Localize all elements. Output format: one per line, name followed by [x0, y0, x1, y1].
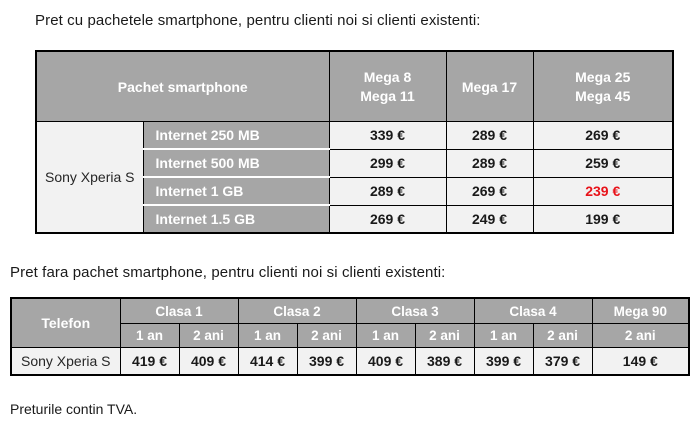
internet-package-cell: Internet 250 MB [142, 121, 330, 150]
table2-header-row-groups: Telefon Clasa 1 Clasa 2 Clasa 3 Clasa 4 … [10, 297, 690, 348]
price-cell: 289 € [328, 176, 447, 206]
table-row: Internet 500 MB 299 € 289 € 259 € [36, 148, 674, 178]
clasa4-group-header: Clasa 4 [473, 297, 593, 324]
price-cell: 379 € [532, 347, 593, 376]
package-column-header: Pachet smartphone [35, 50, 330, 122]
clasa2-group-header: Clasa 2 [237, 297, 357, 324]
price-cell: 289 € [445, 148, 534, 178]
price-cell: 419 € [119, 347, 180, 376]
price-cell: 269 € [532, 121, 674, 150]
telefon-column-header: Telefon [10, 297, 121, 348]
price-cell: 269 € [445, 176, 534, 206]
table-row: Internet 1 GB 289 € 269 € 239 € [36, 176, 674, 206]
term-header: 2 ani [296, 323, 357, 348]
no-package-price-table: Telefon Clasa 1 Clasa 2 Clasa 3 Clasa 4 … [10, 297, 691, 376]
smartphone-package-price-table: Pachet smartphone Mega 8 Mega 11 Mega 17… [35, 50, 674, 234]
vat-footnote: Preturile contin TVA. [10, 401, 138, 417]
phone-name-cell: Sony Xperia S [35, 121, 144, 234]
clasa1-group-header: Clasa 1 [119, 297, 239, 324]
table2-header-row-terms: 1 an 2 ani 1 an 2 ani 1 an 2 ani 1 an 2 … [11, 323, 690, 348]
phone-name-cell: Sony Xperia S [10, 347, 121, 376]
internet-package-cell: Internet 500 MB [142, 148, 330, 178]
mega17-column-header: Mega 17 [445, 50, 534, 122]
price-cell: 199 € [532, 204, 674, 234]
mega25-45-column-header: Mega 25 Mega 45 [532, 50, 674, 122]
term-header: 1 an [237, 323, 298, 348]
price-cell: 389 € [414, 347, 475, 376]
term-header: 2 ani [532, 323, 593, 348]
section-title-without-package: Pret fara pachet smartphone, pentru clie… [10, 264, 446, 281]
table-row: Sony Xperia S 419 € 409 € 414 € 399 € 40… [10, 347, 690, 376]
clasa3-group-header: Clasa 3 [355, 297, 475, 324]
price-cell: 249 € [445, 204, 534, 234]
price-cell: 259 € [532, 148, 674, 178]
section-title-with-package: Pret cu pachetele smartphone, pentru cli… [35, 12, 481, 29]
table-row: Internet 1.5 GB 269 € 249 € 199 € [36, 204, 674, 234]
table1-header-row: Pachet smartphone Mega 8 Mega 11 Mega 17… [35, 50, 674, 122]
price-cell: 299 € [328, 148, 447, 178]
price-cell: 289 € [445, 121, 534, 150]
term-header: 1 an [119, 323, 180, 348]
promo-price-cell: 239 € [532, 176, 674, 206]
table-row: Sony Xperia S Internet 250 MB 339 € 289 … [35, 121, 674, 234]
price-cell: 149 € [591, 347, 690, 376]
term-header: 2 ani [178, 323, 239, 348]
internet-package-cell: Internet 1 GB [142, 176, 330, 206]
pricing-page: Pret cu pachetele smartphone, pentru cli… [0, 12, 700, 427]
mega8-11-column-header: Mega 8 Mega 11 [328, 50, 447, 122]
price-cell: 409 € [178, 347, 239, 376]
price-cell: 409 € [355, 347, 416, 376]
internet-package-cell: Internet 1.5 GB [142, 204, 330, 234]
term-header: 2 ani [414, 323, 475, 348]
mega90-group-header: Mega 90 [591, 297, 690, 324]
price-cell: 399 € [473, 347, 534, 376]
price-cell: 269 € [328, 204, 447, 234]
price-cell: 399 € [296, 347, 357, 376]
term-header: 2 ani [591, 323, 690, 348]
price-cell: 414 € [237, 347, 298, 376]
price-cell: 339 € [328, 121, 447, 150]
term-header: 1 an [473, 323, 534, 348]
term-header: 1 an [355, 323, 416, 348]
